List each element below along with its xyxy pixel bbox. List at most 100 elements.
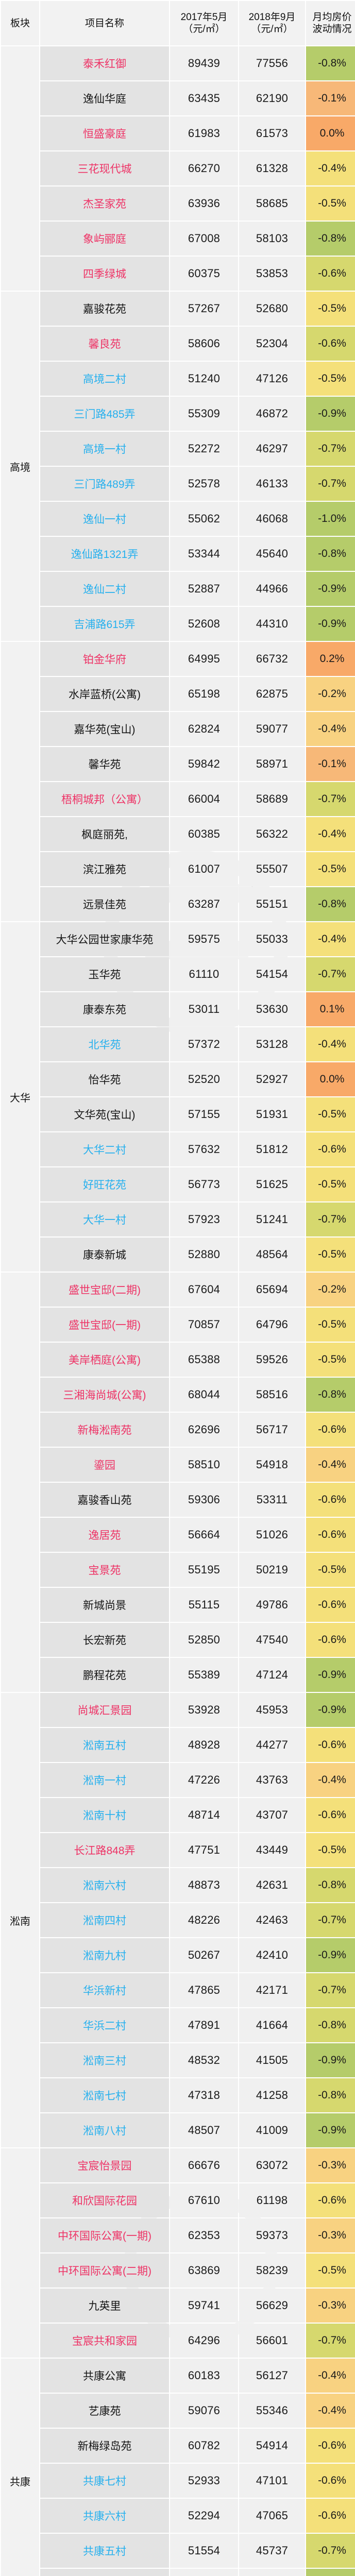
price-2018-cell: 59373 [239,2218,305,2252]
price-change-cell: -0.5% [306,1167,355,1201]
price-change-cell: -0.9% [306,1938,355,1972]
table-row: 新梅绿岛苑 60782 54914 -0.6% [1,2429,355,2463]
price-2018-cell: 44277 [239,1728,305,1762]
price-change-cell: -0.4% [306,922,355,956]
price-change-cell: -0.4% [306,817,355,851]
project-name-cell: 玉华苑 [40,957,169,991]
price-change-cell: -0.9% [306,1693,355,1727]
price-change-cell: 0.2% [306,642,355,676]
table-row: 宝宸共和家园 64296 56601 -0.7% [1,2324,355,2358]
price-2017-cell: 52880 [170,1238,238,1272]
project-name-cell: 共康六村 [40,2499,169,2533]
price-change-cell: -0.4% [306,2394,355,2428]
price-2017-cell: 62696 [170,1413,238,1447]
project-name-cell: 淞南六村 [40,1868,169,1902]
price-2018-cell: 58103 [239,222,305,256]
price-2017-cell: 55062 [170,502,238,536]
block-label-cell [1,1273,39,1692]
table-row: 淞南六村 48873 42631 -0.8% [1,1868,355,1902]
table-row: 三湘海尚城(公寓) 68044 58516 -0.8% [1,1378,355,1412]
price-2018-cell: 46133 [239,467,305,501]
price-change-cell: -0.4% [306,1027,355,1061]
price-2018-cell: 55151 [239,887,305,921]
header-row: 板块 项目名称 2017年5月 （元/㎡） 2018年9月 （元/㎡） 月均房价… [1,1,355,45]
table-row: 新梅淞南苑 62696 56717 -0.6% [1,1413,355,1447]
col-header-price-2018-line1: 2018年9月 [248,12,296,23]
project-name-cell: 盛世宝邸(二期) [40,1273,169,1307]
price-2018-cell: 42423 [239,2569,305,2576]
table-row: 共康七村 52933 47101 -0.6% [1,2464,355,2498]
price-change-cell: -0.6% [306,327,355,361]
col-header-price-2018: 2018年9月 （元/㎡） [239,1,305,45]
col-header-project: 项目名称 [40,1,169,45]
table-row: 美岸栖庭(公寓) 65388 59526 -0.5% [1,1343,355,1377]
price-change-cell: -1.0% [306,502,355,536]
table-row: 逸居苑 56664 51026 -0.6% [1,1518,355,1552]
project-name-cell: 长江路848弄 [40,1833,169,1867]
price-2018-cell: 47101 [239,2464,305,2498]
price-2018-cell: 62190 [239,81,305,115]
table-row: 九英里 59741 56629 -0.3% [1,2289,355,2323]
price-2018-cell: 42631 [239,1868,305,1902]
price-2017-cell: 53011 [170,992,238,1026]
project-name-cell: 吉浦路615弄 [40,607,169,641]
price-2018-cell: 43763 [239,1763,305,1797]
price-2017-cell: 48714 [170,1798,238,1832]
project-name-cell: 鎏园 [40,1448,169,1482]
price-2017-cell: 59842 [170,747,238,781]
price-2018-cell: 56717 [239,1413,305,1447]
table-row: 盛世宝邸(二期) 67604 65694 -0.2% [1,1273,355,1692]
table-row: 恒盛豪庭 61983 61573 0.0% [1,116,355,150]
price-2017-cell: 51554 [170,2534,238,2568]
project-name-cell: 泰禾红御 [40,46,169,80]
table-body: 泰禾红御 89439 77556 -0.8% 逸仙华庭 63435 62190 -0.1% 恒盛… [1,46,355,2576]
table-row: 新城尚景 55115 49786 -0.6% [1,1588,355,1622]
project-name-cell: 淞南五村 [40,1728,169,1762]
price-2017-cell: 61007 [170,852,238,886]
price-change-cell: -0.6% [306,2499,355,2533]
table-row: 淞南九村 50267 42410 -0.9% [1,1938,355,1972]
table-row: 逸仙二村 52887 44966 -0.9% [1,572,355,606]
price-2017-cell: 47226 [170,1763,238,1797]
price-2017-cell: 59306 [170,1483,238,1517]
price-change-cell: -0.8% [306,887,355,921]
project-name-cell: 好旺花苑 [40,1167,169,1201]
project-name-cell: 三门路485弄 [40,397,169,431]
price-2017-cell: 57923 [170,1202,238,1236]
project-name-cell: 三湘海尚城(公寓) [40,1378,169,1412]
price-2017-cell: 70857 [170,1308,238,1342]
price-2018-cell: 56601 [239,2324,305,2358]
price-2018-cell: 42410 [239,1938,305,1972]
price-change-cell: -0.5% [306,292,355,326]
price-change-cell: -0.5% [306,362,355,396]
col-header-change-line2: 波动情况 [312,24,352,35]
price-change-cell: -0.6% [306,2183,355,2217]
price-2017-cell: 49896 [170,2569,238,2576]
price-2018-cell: 51812 [239,1132,305,1166]
table-row: 梧桐城邦（公寓） 66004 58689 -0.7% [1,782,355,816]
price-2017-cell: 47751 [170,1833,238,1867]
project-name-cell: 中环国际公寓(一期) [40,2218,169,2252]
price-change-cell: -0.8% [306,1378,355,1412]
price-2018-cell: 48564 [239,1238,305,1272]
table-row: 康泰东苑 53011 53630 0.1% [1,992,355,1026]
project-name-cell: 水岸蓝桥(公寓) [40,677,169,711]
price-2018-cell: 53630 [239,992,305,1026]
price-change-cell: -0.4% [306,1448,355,1482]
price-2017-cell: 52272 [170,432,238,466]
table-row: 淞南四村 48226 42463 -0.7% [1,1903,355,1937]
price-2018-cell: 53128 [239,1027,305,1061]
project-name-cell: 三花现代城 [40,151,169,185]
project-name-cell: 馨华苑 [40,747,169,781]
table-row: 玉华苑 61110 54154 -0.7% [1,957,355,991]
table-row: 远景佳苑 63287 55151 -0.8% [1,887,355,921]
price-2018-cell: 41258 [239,2078,305,2112]
price-change-cell: -0.9% [306,572,355,606]
table-row: 共康六村 52294 47065 -0.6% [1,2499,355,2533]
project-name-cell: 馨良苑 [40,327,169,361]
project-name-cell: 共康八村 [40,2569,169,2576]
col-header-block: 板块 [1,1,39,45]
price-change-cell: 0.0% [306,1062,355,1096]
price-2017-cell: 47891 [170,2008,238,2042]
